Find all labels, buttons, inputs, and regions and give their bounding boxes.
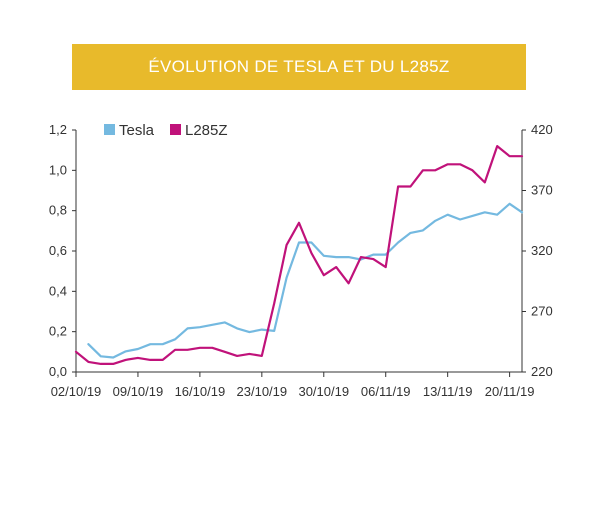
x-tick-label: 06/11/19 bbox=[361, 384, 411, 399]
right-y-tick-label: 220 bbox=[531, 364, 553, 379]
series-line-l285z bbox=[74, 145, 524, 365]
legend-label-l285z: L285Z bbox=[185, 122, 228, 139]
left-y-tick-label: 0,8 bbox=[49, 203, 67, 218]
left-y-tick-label: 1,2 bbox=[49, 122, 67, 137]
x-tick-label: 23/10/19 bbox=[237, 384, 288, 399]
right-y-tick-label: 320 bbox=[531, 243, 553, 258]
x-tick-label: 02/10/19 bbox=[51, 384, 102, 399]
x-tick-label: 30/10/19 bbox=[298, 384, 349, 399]
legend-swatch-l285z bbox=[170, 124, 181, 135]
right-y-tick-label: 370 bbox=[531, 183, 553, 198]
x-tick-label: 09/10/19 bbox=[113, 384, 164, 399]
left-y-tick-label: 0,0 bbox=[49, 364, 67, 379]
right-y-tick-label: 270 bbox=[531, 304, 553, 319]
chart-title-bar: ÉVOLUTION DE TESLA ET DU L285Z bbox=[72, 44, 526, 90]
legend-swatch-tesla bbox=[104, 124, 115, 135]
left-y-tick-label: 1,0 bbox=[49, 162, 67, 177]
series-line-tesla bbox=[87, 202, 524, 359]
chart-title: ÉVOLUTION DE TESLA ET DU L285Z bbox=[148, 57, 450, 76]
left-y-tick-label: 0,6 bbox=[49, 243, 67, 258]
x-tick-label: 16/10/19 bbox=[175, 384, 226, 399]
right-y-tick-label: 420 bbox=[531, 122, 553, 137]
legend-label-tesla: Tesla bbox=[119, 122, 155, 139]
left-y-tick-label: 0,2 bbox=[49, 324, 67, 339]
x-tick-label: 13/11/19 bbox=[423, 384, 473, 399]
left-y-tick-label: 0,4 bbox=[49, 283, 67, 298]
x-tick-label: 20/11/19 bbox=[485, 384, 535, 399]
